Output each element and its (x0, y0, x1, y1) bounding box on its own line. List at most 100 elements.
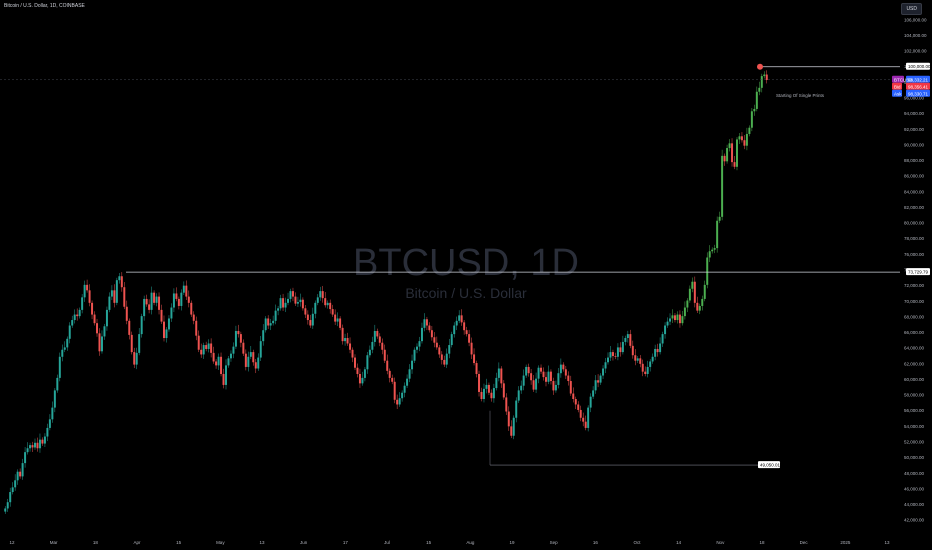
candle-body (391, 377, 394, 382)
candle-body (160, 309, 163, 322)
price-axis-label: 104,000.00 (904, 33, 927, 38)
candle-body (187, 296, 190, 303)
price-axis-label: 44,000.00 (904, 502, 925, 507)
price-axis-label: 86,000.00 (904, 174, 925, 179)
price-axis-label: 96,000.00 (904, 96, 925, 101)
candle-body (128, 320, 131, 335)
candle-body (197, 335, 200, 350)
candle-body (711, 249, 714, 252)
tag-bid: 98,356.41 (908, 84, 929, 89)
candle-body (698, 305, 701, 311)
candle-body (361, 377, 364, 384)
candles-layer (4, 70, 768, 514)
candle-body (140, 316, 143, 335)
time-axis[interactable]: 12 Mar 18 Apr 15 May 13 Jun 17 Jul 15 Aug 19 Sep 16 Oct… (9, 540, 890, 545)
tag-current-bg (906, 75, 930, 83)
candle-body (304, 308, 307, 315)
candle-body (726, 148, 729, 162)
candle-body (758, 87, 761, 92)
candle-body (423, 319, 426, 328)
candle-body (515, 400, 518, 418)
candle-body (222, 373, 225, 385)
tag-ask-label-bg (892, 89, 902, 97)
time-axis-label: May (216, 540, 225, 545)
candle-body (34, 442, 36, 448)
annotation-text: Starting Of Single Prints (776, 93, 825, 98)
candle-body (527, 366, 530, 374)
price-axis-label: 94,000.00 (904, 111, 925, 116)
candle-body (284, 302, 287, 308)
candle-body (351, 349, 354, 358)
candle-body (326, 302, 329, 306)
candle-body (205, 345, 208, 349)
tag-bid-label-bg (892, 82, 902, 90)
candle-body (210, 343, 213, 353)
time-axis-label: 12 (9, 540, 15, 545)
candle-body (552, 381, 555, 391)
candle-body (354, 357, 356, 368)
candle-body (619, 347, 622, 353)
time-axis-label: Aug (466, 540, 475, 545)
candle-body (237, 330, 240, 335)
candle-body (314, 302, 317, 314)
time-axis-label: Apr (133, 540, 141, 545)
candle-body (120, 276, 123, 288)
candle-body (626, 334, 629, 339)
candle-body (403, 385, 406, 393)
candle-body (760, 76, 763, 88)
price-axis-label: 88,000.00 (904, 158, 925, 163)
candle-body (232, 346, 235, 354)
time-axis-label: 15 (426, 540, 432, 545)
tag-current: 98,332.21 (908, 77, 929, 82)
candle-body (334, 314, 337, 322)
candle-body (557, 373, 560, 385)
candle-body (118, 276, 121, 281)
watermark: BTCUSD, 1D Bitcoin / U.S. Dollar (353, 242, 579, 301)
candle-body (66, 338, 69, 348)
time-axis-label: 14 (676, 540, 682, 545)
candle-body (510, 426, 513, 436)
candle-body (542, 371, 545, 378)
candle-body (133, 352, 136, 365)
price-axis-label: 48,000.00 (904, 471, 925, 476)
candle-body (676, 314, 679, 321)
time-axis-label: 13 (884, 540, 890, 545)
candle-body (29, 445, 32, 449)
candle-body (341, 327, 344, 342)
candle-body (376, 330, 379, 337)
candle-body (738, 136, 741, 140)
candle-body (252, 352, 255, 363)
candle-body (420, 327, 423, 342)
candle-body (659, 343, 662, 353)
tag-ask: 98,330.71 (908, 91, 929, 96)
candle-body (130, 334, 133, 353)
candle-body (669, 318, 672, 322)
candle-body (681, 316, 684, 324)
candle-body (143, 298, 146, 317)
tag-73k-bg (906, 268, 930, 276)
candle-body (718, 216, 721, 221)
candle-body (651, 356, 654, 362)
candle-body (597, 380, 600, 383)
currency-button[interactable]: USD (901, 3, 922, 15)
candle-body (428, 325, 431, 331)
candle-body (458, 315, 461, 321)
candle-body (582, 417, 585, 422)
candle-body (383, 349, 386, 361)
candle-body (388, 370, 391, 378)
candle-body (631, 345, 634, 356)
price-axis-label: 82,000.00 (904, 205, 925, 210)
candle-body (607, 357, 609, 363)
candle-body (98, 333, 101, 352)
candle-body (537, 367, 540, 379)
price-axis-label: 58,000.00 (904, 393, 925, 398)
candle-body (368, 349, 371, 356)
candle-body (83, 284, 86, 298)
candle-body (153, 292, 156, 303)
candle-body (497, 368, 500, 378)
price-axis-label: 106,000.00 (904, 17, 927, 22)
tag-high: 100,000.00 (908, 64, 931, 69)
candle-body (145, 298, 148, 305)
candle-body (155, 296, 158, 303)
